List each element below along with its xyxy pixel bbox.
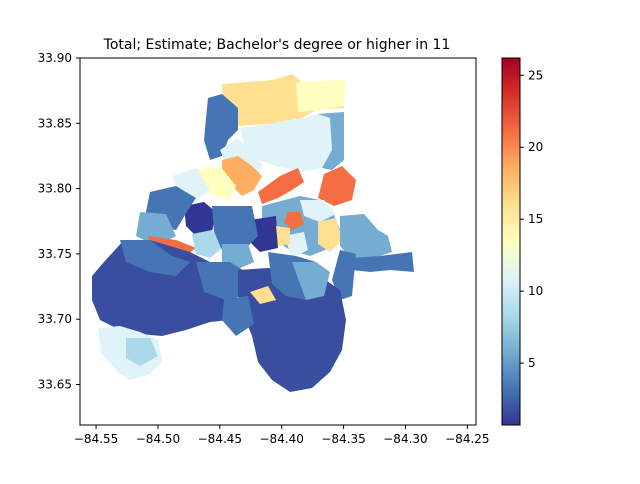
x-axis: −84.55 −84.50 −84.45 −84.40 −84.35 −84.30 −84.… <box>74 425 490 446</box>
region-south-lightblue <box>292 262 330 300</box>
region-west-darkblue <box>184 202 216 236</box>
colorbar <box>501 57 521 426</box>
region-lightblue-north <box>240 114 332 172</box>
y-tick-label: 33.75 <box>38 247 72 261</box>
region-southwest-mid <box>196 262 246 300</box>
region-midwest-blue <box>212 206 258 250</box>
region-east-blue-tail <box>352 252 414 272</box>
region-east-blue <box>340 214 392 260</box>
colorbar-tick-label: 25 <box>528 68 543 82</box>
colorbar-tick-label: 20 <box>528 140 543 154</box>
region-southwest-blue <box>120 240 190 276</box>
x-tick-label: −84.35 <box>321 432 365 446</box>
region-center-light <box>300 200 336 222</box>
region-blue-right-strip <box>318 112 344 170</box>
region-northwest-darkblue <box>204 94 238 160</box>
region-west-lightblue <box>136 212 176 246</box>
region-south-mid-blue <box>222 296 254 336</box>
region-orange-east <box>318 166 356 206</box>
region-orange-center <box>258 168 304 204</box>
region-pale-yellow-mid <box>196 166 236 200</box>
region-center-orange <box>284 212 304 230</box>
region-center-yellow <box>318 218 342 252</box>
region-east-blue2 <box>332 250 356 300</box>
y-tick-label: 33.85 <box>38 116 72 130</box>
region-north-pale-yellow <box>296 80 345 112</box>
region-west-light <box>192 230 222 258</box>
x-tick-label: −84.50 <box>136 432 180 446</box>
axes-frame <box>79 57 477 426</box>
colorbar-tick-label: 10 <box>528 284 543 298</box>
region-center-yellow2 <box>276 226 290 246</box>
y-axis: 33.65 33.70 33.75 33.80 33.85 33.90 <box>38 51 80 392</box>
x-tick-label: −84.25 <box>445 432 489 446</box>
region-south-yellow <box>250 286 276 304</box>
y-tick-label: 33.70 <box>38 312 72 326</box>
colorbar-tick-label: 5 <box>528 356 536 370</box>
colorbar-tick-label: 15 <box>528 212 543 226</box>
x-tick-label: −84.45 <box>198 432 242 446</box>
colorbar-ticks: 5 10 15 20 25 <box>520 68 543 370</box>
choropleth-regions <box>92 74 414 392</box>
x-tick-label: −84.30 <box>383 432 427 446</box>
y-tick-label: 33.90 <box>38 51 72 65</box>
x-tick-label: −84.40 <box>260 432 304 446</box>
region-far-southwest-lightblue <box>126 338 158 366</box>
region-west-orange <box>148 236 196 254</box>
y-tick-label: 33.80 <box>38 182 72 196</box>
y-tick-label: 33.65 <box>38 378 72 392</box>
map-title: Total; Estimate; Bachelor's degree or hi… <box>103 37 451 53</box>
x-tick-label: −84.55 <box>74 432 118 446</box>
